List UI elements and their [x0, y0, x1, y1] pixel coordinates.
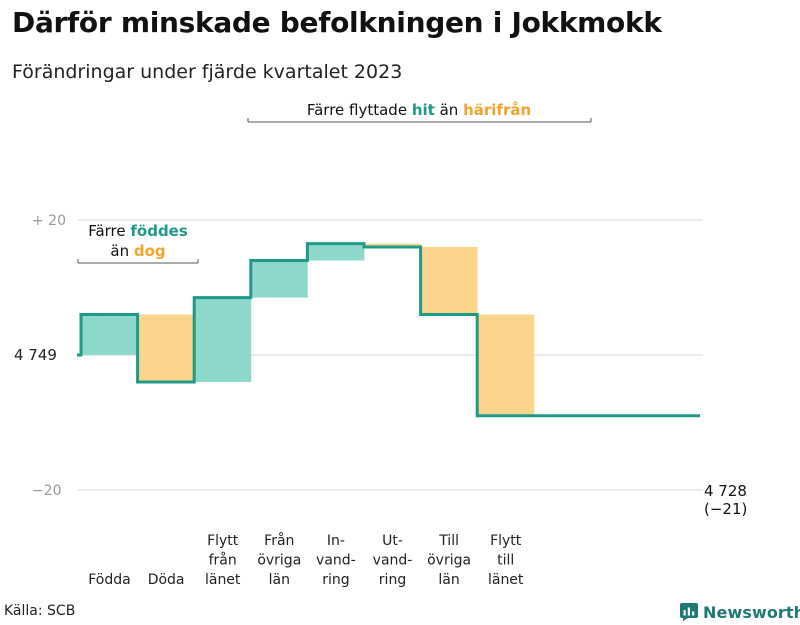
x-category-label: Födda [88, 572, 130, 588]
waterfall-bar [194, 297, 252, 382]
y-tick-label: −20 [32, 483, 62, 499]
chart-title: Därför minskade befolkningen i Jokkmokk [12, 6, 662, 39]
waterfall-bar [307, 243, 365, 261]
y-tick-label: 4 749 [14, 346, 57, 364]
waterfall-bar [420, 247, 478, 315]
running-total-line [77, 242, 700, 418]
waterfall-bar [477, 314, 535, 416]
x-category-label: Flytt från länet [205, 533, 241, 588]
brand-logo: Newsworthy [680, 600, 800, 624]
x-category-label: Döda [148, 572, 185, 588]
waterfall-bar [364, 243, 421, 247]
source-note: Källa: SCB [4, 603, 76, 619]
waterfall-bar [137, 314, 195, 382]
annotation-migration: Färre flyttade hit än härifrån [307, 101, 531, 119]
waterfall-bar [81, 314, 138, 355]
x-category-label: Ut-vand-ring [373, 533, 413, 588]
x-category-label: Flytt till länet [488, 533, 524, 588]
waterfall-bar [250, 260, 308, 298]
x-category-label: Från övriga län [257, 532, 301, 588]
x-category-label: Till övriga län [427, 533, 471, 588]
x-category-label: In-vand-ring [316, 533, 356, 588]
brand-name: Newsworthy [703, 602, 800, 622]
y-tick-label: + 20 [32, 213, 66, 229]
annotation-births-deaths: Färre föddes än dog [88, 222, 188, 260]
end-value-label: 4 728 (−21) [704, 482, 747, 518]
chart-subtitle: Förändringar under fjärde kvartalet 2023 [12, 61, 403, 83]
bar-chart-logo-icon [680, 603, 698, 621]
